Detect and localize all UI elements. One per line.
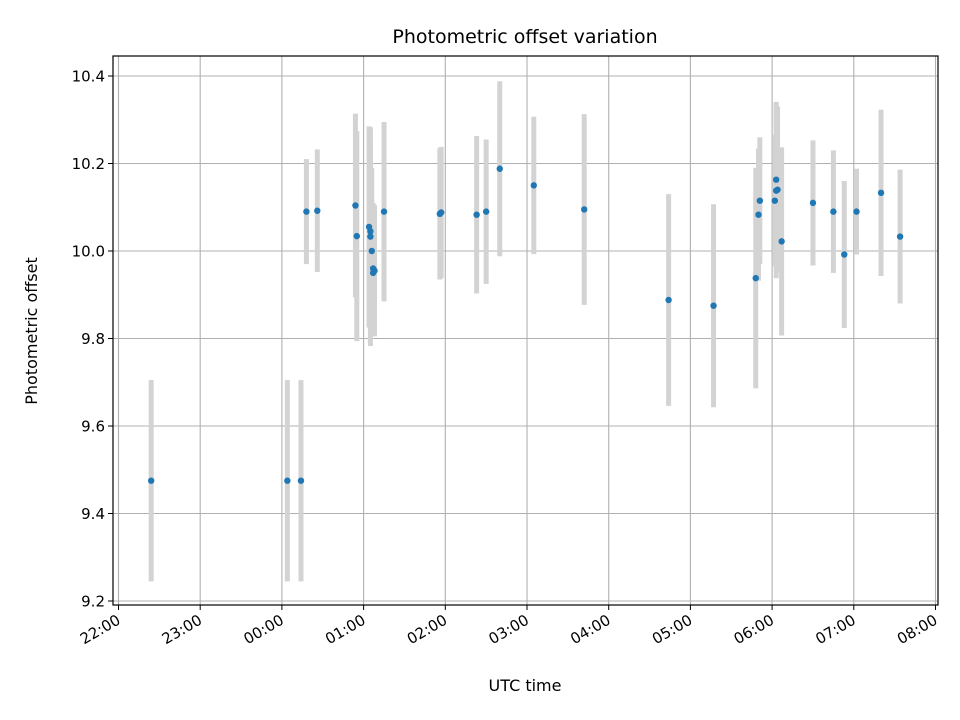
data-point xyxy=(438,209,445,216)
y-tick-label: 9.8 xyxy=(81,330,105,348)
data-point xyxy=(297,477,305,484)
data-point xyxy=(367,233,374,240)
y-axis-label: Photometric offset xyxy=(22,257,41,405)
data-point xyxy=(665,296,672,304)
data-point xyxy=(755,211,762,218)
data-point xyxy=(147,477,155,484)
data-point xyxy=(752,274,759,282)
x-tick-label: 08:00 xyxy=(894,611,940,648)
data-point xyxy=(809,199,817,207)
data-point xyxy=(284,477,291,484)
x-tick-label: 05:00 xyxy=(649,611,695,648)
data-point xyxy=(896,233,904,240)
data-points xyxy=(147,165,904,484)
x-tick-label: 07:00 xyxy=(812,611,858,648)
data-point xyxy=(473,211,480,218)
x-tick-label: 04:00 xyxy=(567,611,613,648)
data-point xyxy=(314,207,321,214)
data-point xyxy=(353,232,360,240)
x-tick-label: 01:00 xyxy=(322,611,368,648)
data-point xyxy=(380,208,388,215)
data-point xyxy=(853,208,860,215)
y-axis: 9.2 9.4 9.6 9.8 10.0 10.2 10.4 xyxy=(72,68,113,611)
x-axis-label: UTC time xyxy=(489,676,562,695)
data-point xyxy=(496,165,503,172)
data-point xyxy=(877,189,885,197)
data-point xyxy=(303,208,310,215)
y-tick-label: 9.2 xyxy=(81,593,105,611)
data-point xyxy=(482,208,490,215)
data-point xyxy=(841,251,848,258)
x-tick-label: 03:00 xyxy=(486,611,532,648)
y-tick-label: 10.4 xyxy=(72,68,105,86)
x-axis: 22:00 23:00 00:00 01:00 02:00 03:00 04:00 05:00… xyxy=(77,605,941,648)
x-tick-label: 23:00 xyxy=(159,611,205,648)
x-tick-label: 02:00 xyxy=(404,611,450,648)
data-point xyxy=(580,206,588,213)
plot-background xyxy=(113,56,938,605)
data-point xyxy=(371,267,378,274)
grid xyxy=(113,56,938,605)
data-point xyxy=(710,302,717,309)
data-point xyxy=(368,247,375,255)
data-point xyxy=(352,202,359,209)
plot-frame xyxy=(112,55,939,606)
data-point xyxy=(771,197,779,204)
x-tick-label: 22:00 xyxy=(77,611,123,648)
data-point xyxy=(830,208,837,215)
x-tick-label: 00:00 xyxy=(240,611,286,648)
data-point xyxy=(530,182,538,189)
data-point xyxy=(756,197,764,204)
y-tick-label: 9.6 xyxy=(81,418,105,436)
x-tick-label: 06:00 xyxy=(731,611,777,648)
y-tick-label: 10.0 xyxy=(72,243,105,261)
y-tick-label: 9.4 xyxy=(81,505,105,523)
data-point xyxy=(772,176,780,183)
data-point xyxy=(367,228,374,235)
data-point xyxy=(778,238,785,245)
chart-title: Photometric offset variation xyxy=(392,26,657,48)
data-point xyxy=(774,186,781,193)
y-tick-label: 10.2 xyxy=(72,155,105,173)
